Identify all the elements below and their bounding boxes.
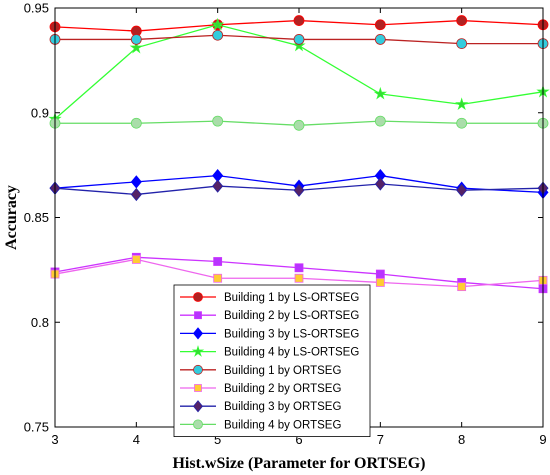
legend-box — [173, 284, 371, 438]
data-point — [456, 183, 468, 197]
y-tick-label: 0.95 — [24, 1, 49, 16]
data-point — [455, 97, 469, 111]
data-point — [212, 179, 224, 193]
legend-label: Building 3 by ORTSEG — [224, 401, 341, 413]
data-point — [375, 278, 385, 287]
data-point — [192, 400, 204, 413]
series-5 — [49, 29, 549, 50]
data-point — [374, 34, 386, 45]
data-point — [193, 419, 203, 430]
legend-label: Building 2 by LS-ORTSEG — [224, 310, 359, 322]
data-point — [293, 15, 305, 26]
series-4 — [48, 17, 550, 125]
data-point — [193, 292, 203, 302]
data-point — [129, 40, 143, 54]
data-point — [373, 86, 387, 100]
data-point — [212, 115, 224, 127]
data-point — [293, 119, 305, 131]
data-point — [293, 34, 305, 45]
legend-entry: Building 4 by LS-ORTSEG — [180, 345, 359, 359]
data-point — [456, 15, 468, 26]
data-point — [374, 19, 386, 31]
data-point — [130, 187, 142, 202]
data-point — [375, 269, 385, 279]
data-point — [212, 29, 224, 41]
data-point — [213, 257, 223, 266]
y-tick-label: 0.75 — [24, 420, 49, 435]
data-point — [193, 364, 203, 375]
data-point — [374, 115, 386, 127]
y-tick-label: 0.9 — [31, 105, 49, 120]
x-axis-title: Hist.wSize (Parameter for ORTSEG) — [172, 455, 425, 472]
x-tick-label: 6 — [295, 432, 302, 447]
x-tick-label: 5 — [214, 432, 221, 447]
y-tick-label: 0.8 — [31, 315, 49, 330]
legend-entry: Building 1 by LS-ORTSEG — [180, 292, 359, 304]
legend-entry: Building 4 by ORTSEG — [180, 419, 341, 431]
legend-label: Building 4 by ORTSEG — [224, 419, 341, 431]
data-point — [192, 327, 204, 340]
legend-entry: Building 3 by ORTSEG — [180, 400, 341, 413]
data-point — [294, 273, 304, 283]
data-point — [213, 273, 223, 283]
legend-entry: Building 2 by LS-ORTSEG — [180, 310, 359, 322]
data-point — [294, 263, 304, 273]
data-point — [194, 384, 202, 392]
legend-label: Building 4 by LS-ORTSEG — [224, 347, 359, 359]
ticks-layer: 3 4 5 6 7 8 9 0.75 0.8 0.85 0.9 0.95 — [24, 1, 547, 448]
x-tick-label: 3 — [51, 432, 58, 447]
legend-entry: Building 3 by LS-ORTSEG — [180, 327, 359, 340]
data-point — [194, 311, 202, 320]
legend-label: Building 3 by LS-ORTSEG — [224, 328, 359, 340]
data-point — [130, 117, 142, 129]
data-point — [211, 17, 225, 31]
data-point — [293, 183, 305, 197]
legend-entry: Building 1 by ORTSEG — [180, 365, 341, 377]
data-point — [456, 117, 468, 129]
legend: Building 1 by LS-ORTSEG Building 2 by LS-… — [173, 284, 371, 438]
x-tick-label: 4 — [133, 432, 140, 447]
legend-label: Building 1 by LS-ORTSEG — [224, 292, 359, 304]
data-point — [191, 345, 205, 357]
y-axis-title: Accuracy — [3, 185, 20, 250]
data-point — [131, 254, 141, 264]
data-point — [292, 38, 306, 52]
x-tick-label: 9 — [539, 432, 546, 447]
x-tick-label: 7 — [377, 432, 384, 447]
legend-label: Building 2 by ORTSEG — [224, 383, 341, 395]
legend-label: Building 1 by ORTSEG — [224, 365, 341, 377]
x-tick-label: 8 — [458, 432, 465, 447]
data-point — [457, 282, 467, 292]
data-point — [374, 177, 386, 191]
data-point — [456, 38, 468, 50]
y-tick-label: 0.85 — [24, 210, 49, 225]
legend-entry: Building 2 by ORTSEG — [180, 383, 341, 395]
data-point — [130, 34, 142, 45]
